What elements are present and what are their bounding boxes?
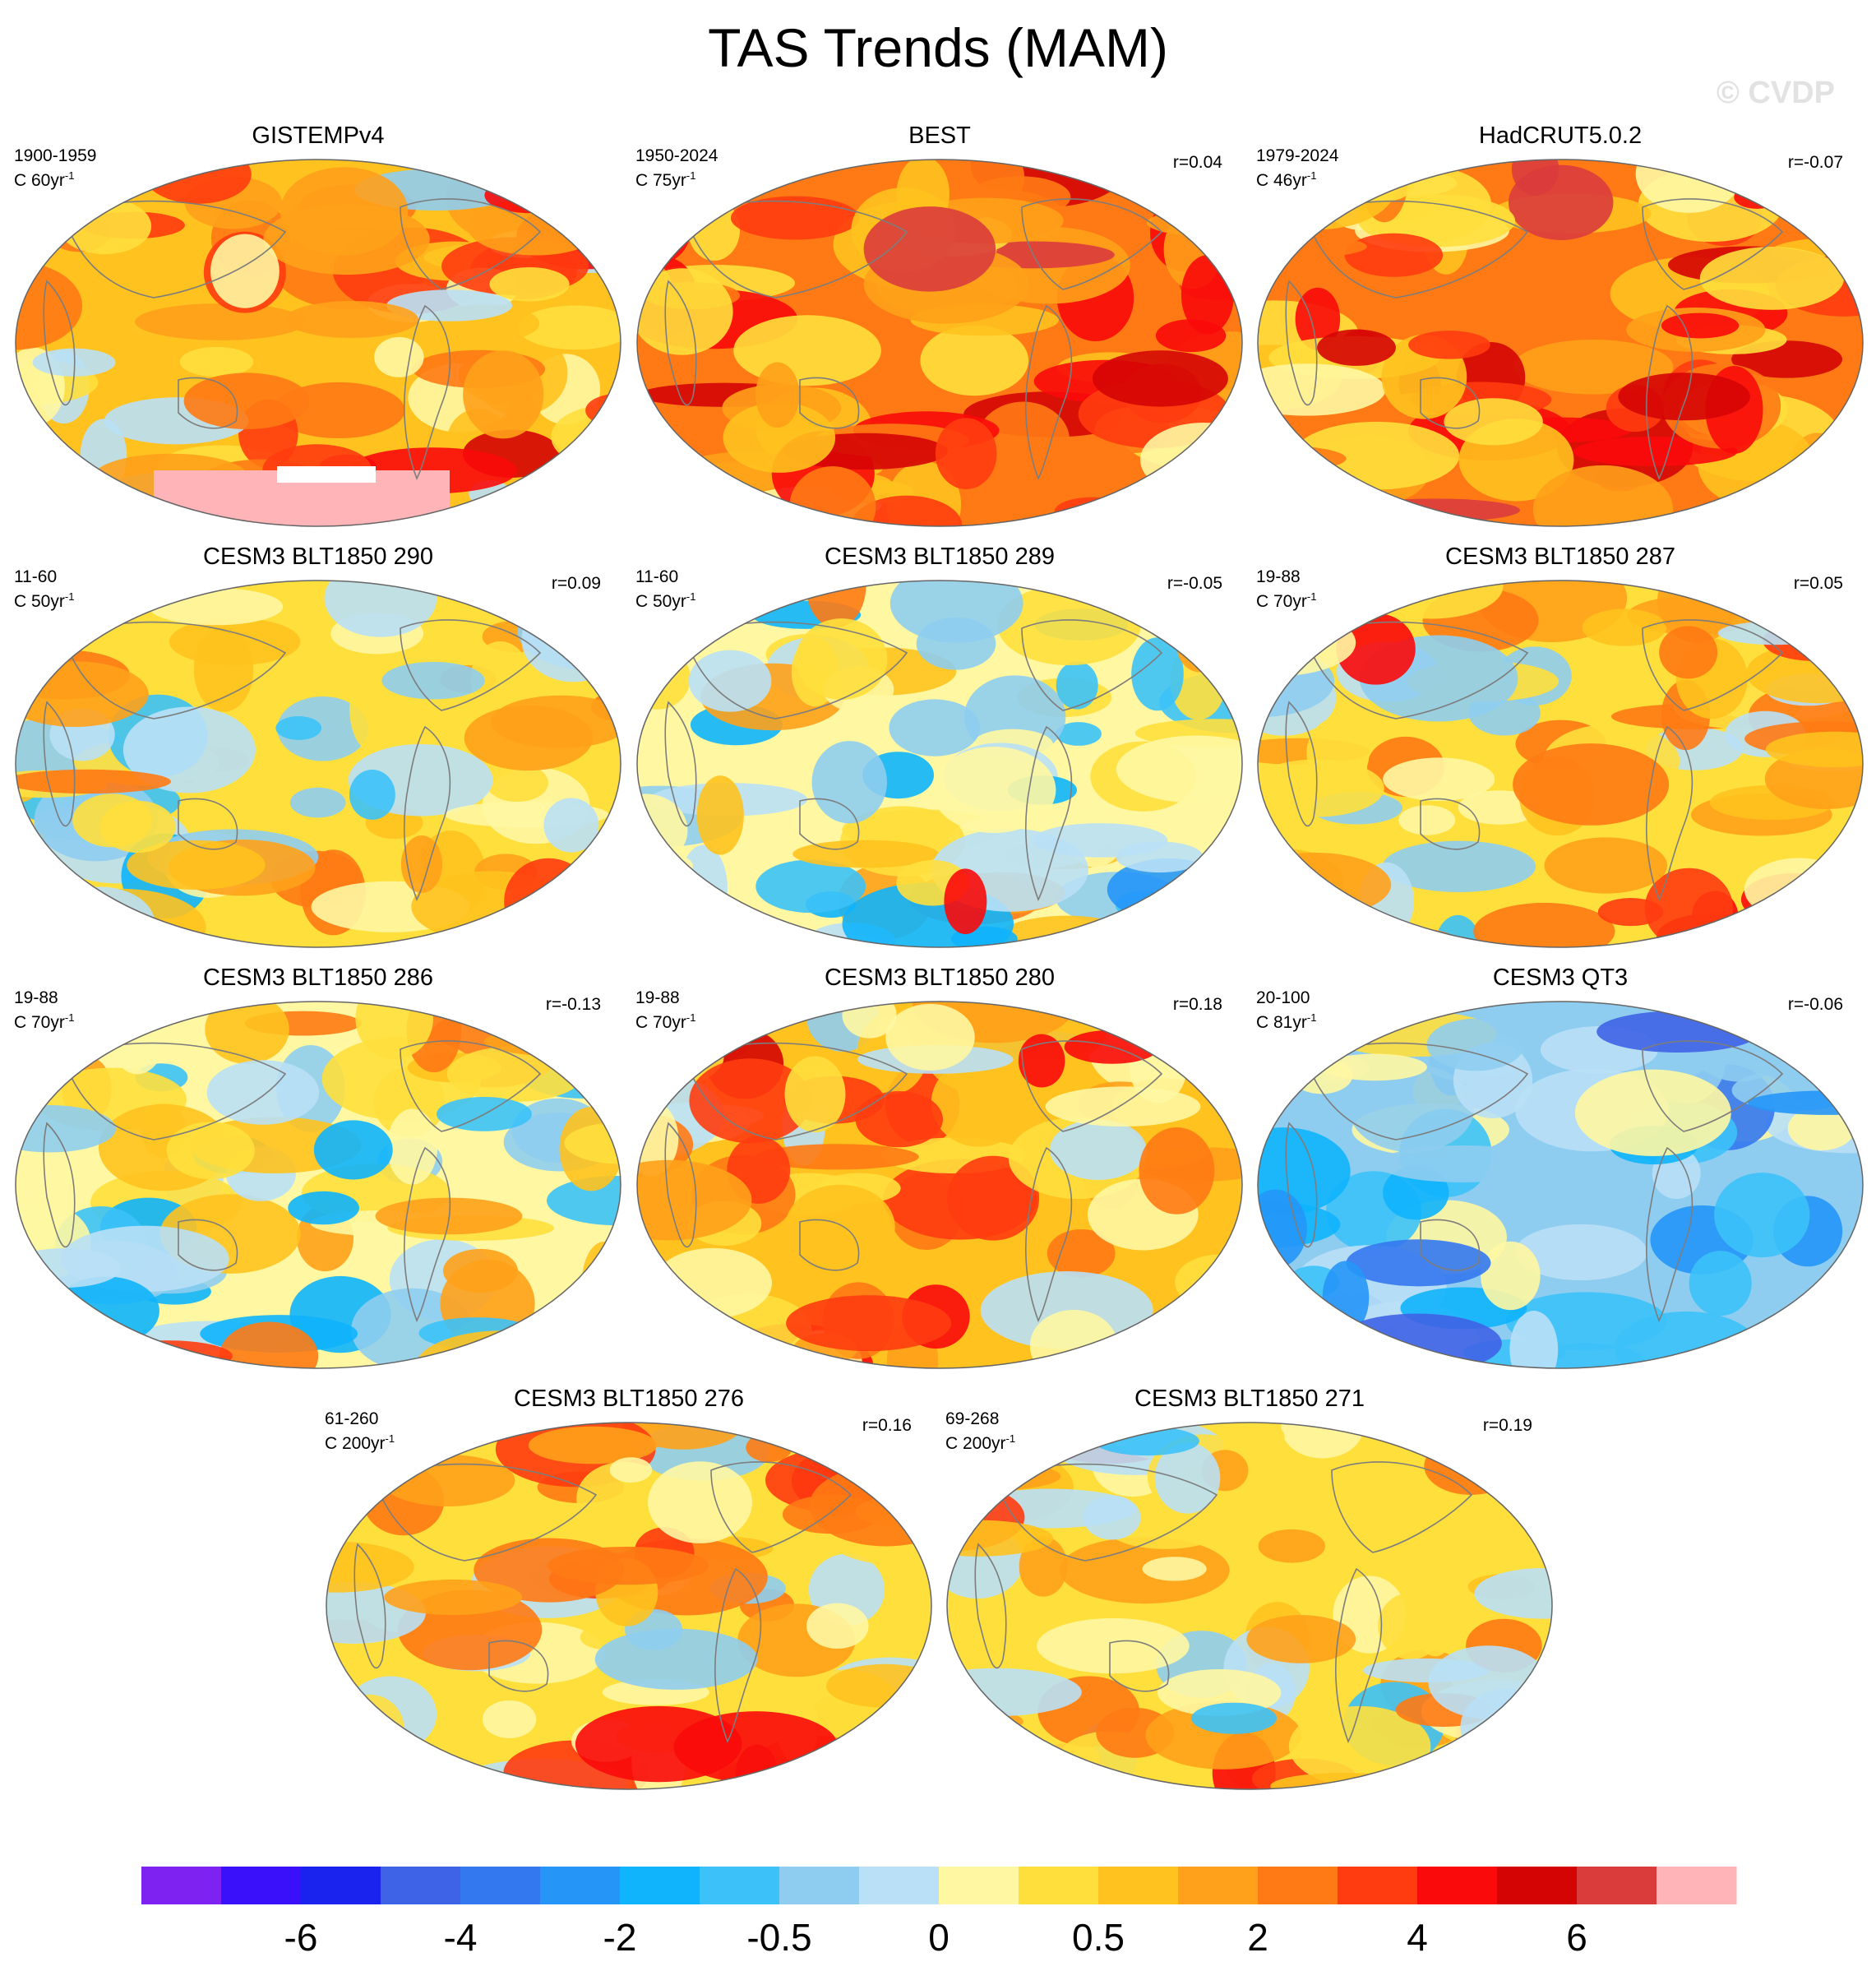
- map-panel: CESM3 BLT1850 287 19-88 C 70yr-1 r=0.05: [1256, 543, 1864, 954]
- cvdp-credit-watermark: © CVDP: [1716, 76, 1835, 110]
- panel-trend-unit: C 50yr-1: [14, 590, 75, 611]
- colorbar-swatch: [1657, 1867, 1737, 1904]
- colorbar-swatch: [1019, 1867, 1099, 1904]
- colorbar-swatch: [1098, 1867, 1179, 1904]
- panel-pattern-correlation: r=-0.13: [545, 995, 601, 1014]
- colorbar-swatch: [700, 1867, 780, 1904]
- panel-trend-unit: C 200yr-1: [945, 1432, 1016, 1453]
- panel-period: 20-100: [1256, 988, 1310, 1007]
- colorbar-tick-label: 0.5: [1072, 1916, 1125, 1959]
- panel-title: CESM3 BLT1850 280: [825, 965, 1055, 991]
- map-panel: CESM3 BLT1850 286 19-88 C 70yr-1 r=-0.13: [14, 964, 622, 1375]
- panel-pattern-correlation: r=0.18: [1172, 995, 1222, 1014]
- trend-map: [636, 159, 1243, 527]
- panel-pattern-correlation: r=-0.06: [1787, 995, 1843, 1014]
- trend-map: [636, 1001, 1243, 1369]
- panel-period: 11-60: [14, 567, 58, 586]
- panel-title: GISTEMPv4: [252, 123, 385, 149]
- trend-map: [1257, 580, 1864, 948]
- map-panel: CESM3 BLT1850 280 19-88 C 70yr-1 r=0.18: [635, 964, 1244, 1375]
- panel-title: CESM3 BLT1850 271: [1134, 1386, 1365, 1412]
- panel-pattern-correlation: r=-0.05: [1167, 574, 1222, 593]
- colorbar-swatch: [1577, 1867, 1657, 1904]
- map-panel: GISTEMPv4 1900-1959 C 60yr-1: [14, 122, 622, 533]
- colorbar-tick-label: -4: [444, 1916, 478, 1959]
- colorbar-swatch: [1178, 1867, 1259, 1904]
- map-panel: CESM3 BLT1850 289 11-60 C 50yr-1 r=-0.05: [635, 543, 1244, 954]
- trend-map: [1257, 159, 1864, 527]
- panel-period: 1950-2024: [635, 146, 719, 165]
- panel-pattern-correlation: r=-0.07: [1787, 153, 1843, 172]
- panel-period: 19-88: [635, 988, 680, 1007]
- trend-map: [15, 159, 621, 527]
- colorbar-swatch: [540, 1867, 621, 1904]
- panel-period: 1900-1959: [14, 146, 97, 165]
- panel-title: BEST: [908, 123, 971, 149]
- panel-pattern-correlation: r=0.19: [1482, 1416, 1532, 1435]
- colorbar-tick-label: 4: [1407, 1916, 1428, 1959]
- trend-map: [946, 1422, 1553, 1790]
- trend-map: [15, 580, 621, 948]
- map-panel: CESM3 BLT1850 290 11-60 C 50yr-1 r=0.09: [14, 543, 622, 954]
- colorbar-swatch: [221, 1867, 302, 1904]
- panel-trend-unit: C 60yr-1: [14, 169, 75, 190]
- panel-trend-unit: C 70yr-1: [14, 1011, 75, 1032]
- panel-trend-unit: C 46yr-1: [1256, 169, 1317, 190]
- colorbar-swatch: [1497, 1867, 1578, 1904]
- map-panel: CESM3 BLT1850 271 69-268 C 200yr-1 r=0.19: [945, 1385, 1554, 1796]
- map-panel: CESM3 QT3 20-100 C 81yr-1 r=-0.06: [1256, 964, 1864, 1375]
- panel-pattern-correlation: r=0.04: [1172, 153, 1222, 172]
- map-panel: HadCRUT5.0.2 1979-2024 C 46yr-1 r=-0.07: [1256, 122, 1864, 533]
- panel-pattern-correlation: r=0.05: [1793, 574, 1843, 593]
- colorbar-swatch: [460, 1867, 541, 1904]
- colorbar-swatch: [779, 1867, 860, 1904]
- figure-title: TAS Trends (MAM): [708, 17, 1168, 78]
- colorbar-swatch: [1258, 1867, 1338, 1904]
- panel-title: CESM3 BLT1850 290: [203, 544, 433, 570]
- panel-title: CESM3 BLT1850 289: [825, 544, 1055, 570]
- colorbar-tick-label: 0: [928, 1916, 950, 1959]
- colorbar-swatch: [381, 1867, 461, 1904]
- colorbar-swatch: [620, 1867, 700, 1904]
- panel-title: CESM3 BLT1850 287: [1445, 544, 1675, 570]
- colorbar-tick-label: -0.5: [746, 1916, 811, 1959]
- panel-period: 19-88: [1256, 567, 1301, 586]
- colorbar-tick-label: -2: [603, 1916, 637, 1959]
- colorbar-swatch: [301, 1867, 381, 1904]
- trend-map: [15, 1001, 621, 1369]
- panel-title: CESM3 QT3: [1492, 965, 1629, 991]
- trend-map: [1257, 1001, 1864, 1369]
- colorbar-swatch: [939, 1867, 1019, 1904]
- panel-trend-unit: C 75yr-1: [635, 169, 696, 190]
- trend-map: [636, 580, 1243, 948]
- panel-title: CESM3 BLT1850 286: [203, 965, 433, 991]
- panel-trend-unit: C 70yr-1: [635, 1011, 696, 1032]
- panel-period: 1979-2024: [1256, 146, 1339, 165]
- panel-period: 61-260: [325, 1409, 379, 1428]
- panel-title: HadCRUT5.0.2: [1478, 123, 1643, 149]
- panel-pattern-correlation: r=0.16: [862, 1416, 912, 1435]
- colorbar-tick-label: 6: [1566, 1916, 1587, 1959]
- map-panel: BEST 1950-2024 C 75yr-1 r=0.04: [635, 122, 1244, 533]
- colorbar-tick-label: -6: [284, 1916, 318, 1959]
- panel-period: 11-60: [635, 567, 679, 586]
- colorbar-swatch: [1417, 1867, 1498, 1904]
- panel-title: CESM3 BLT1850 276: [514, 1386, 744, 1412]
- panel-pattern-correlation: r=0.09: [551, 574, 601, 593]
- panel-period: 69-268: [945, 1409, 1000, 1428]
- colorbar-swatch: [859, 1867, 940, 1904]
- map-panel: CESM3 BLT1850 276 61-260 C 200yr-1 r=0.16: [325, 1385, 933, 1796]
- panel-trend-unit: C 70yr-1: [1256, 590, 1317, 611]
- panel-trend-unit: C 200yr-1: [325, 1432, 395, 1453]
- colorbar-swatch: [141, 1867, 222, 1904]
- trend-map: [326, 1422, 932, 1790]
- panel-period: 19-88: [14, 988, 58, 1007]
- colorbar-swatch: [1338, 1867, 1418, 1904]
- panel-trend-unit: C 81yr-1: [1256, 1011, 1317, 1032]
- colorbar-tick-label: 2: [1247, 1916, 1268, 1959]
- panel-trend-unit: C 50yr-1: [635, 590, 696, 611]
